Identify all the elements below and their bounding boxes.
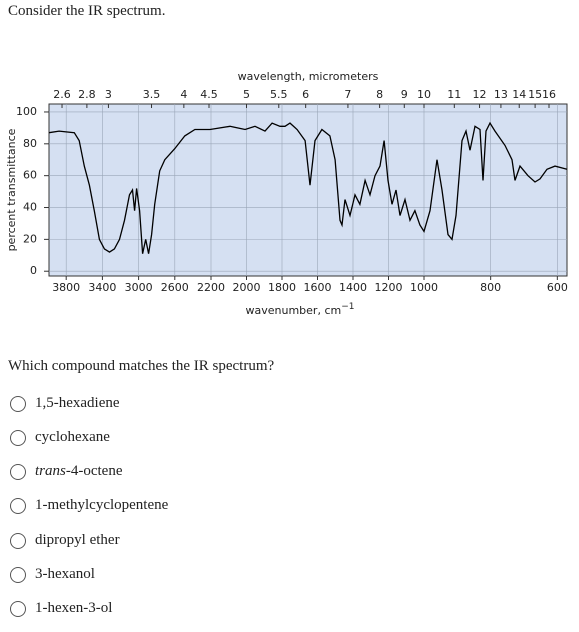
option-text: -4-octene xyxy=(65,463,123,479)
x-tick-label: 1800 xyxy=(268,281,296,294)
x2-tick-label: 3.5 xyxy=(143,88,161,101)
radio-button[interactable] xyxy=(10,600,26,617)
x-tick-label: 3400 xyxy=(88,281,116,294)
option: 3-hexanol xyxy=(10,566,95,583)
x2-tick-label: 5.5 xyxy=(270,88,288,101)
option-label[interactable]: 3-hexanol xyxy=(35,566,95,582)
radio-button[interactable] xyxy=(10,532,26,549)
spectrum-line xyxy=(48,121,568,254)
x-tick-label: 1400 xyxy=(339,281,367,294)
x-tick-label: 3000 xyxy=(125,281,153,294)
x-axis-label-sup: −1 xyxy=(341,302,354,312)
x2-tick-label: 2.6 xyxy=(53,88,71,101)
x2-tick-label: 4 xyxy=(180,88,187,101)
y-axis-label: percent transmittance xyxy=(5,128,18,251)
x2-tick-label: 5 xyxy=(243,88,250,101)
y-tick-label: 80 xyxy=(23,137,37,150)
option-label[interactable]: trans-4-octene xyxy=(35,463,122,480)
option: 1-methylcyclopentene xyxy=(10,497,168,514)
radio-button[interactable] xyxy=(10,429,26,446)
x2-tick-label: 3 xyxy=(105,88,112,101)
x-tick-label: 800 xyxy=(480,281,501,294)
plot-background xyxy=(48,103,568,277)
option-label[interactable]: cyclohexane xyxy=(35,429,110,445)
option-label[interactable]: 1-hexen-3-ol xyxy=(35,600,113,616)
y-tick-label: 20 xyxy=(23,232,37,245)
x-tick-label: 600 xyxy=(547,281,568,294)
option-label[interactable]: 1-methylcyclopentene xyxy=(35,497,169,513)
x-tick-label: 2600 xyxy=(161,281,189,294)
x2-tick-label: 8 xyxy=(376,88,383,101)
y-tick-label: 100 xyxy=(16,105,37,118)
x2-tick-label: 12 xyxy=(473,88,487,101)
x2-tick-label: 7 xyxy=(344,88,351,101)
x2-tick-label: 4.5 xyxy=(200,88,218,101)
x-axis-label-text: wavenumber, cm xyxy=(246,304,342,317)
x2-tick-label: 16 xyxy=(542,88,556,101)
x-axis-label: wavenumber, cm−1 xyxy=(246,302,355,318)
y-tick-label: 0 xyxy=(30,264,37,277)
option-italic: trans xyxy=(35,463,66,479)
option: trans-4-octene xyxy=(10,463,122,480)
radio-button[interactable] xyxy=(10,497,26,514)
x2-tick-label: 10 xyxy=(417,88,431,101)
prompt: Consider the IR spectrum. xyxy=(8,3,166,19)
option: 1,5-hexadiene xyxy=(10,395,120,412)
radio-button[interactable] xyxy=(10,463,26,480)
x-tick-label: 2200 xyxy=(197,281,225,294)
option-label[interactable]: 1,5-hexadiene xyxy=(35,395,120,411)
question: Which compound matches the IR spectrum? xyxy=(8,358,275,374)
y-tick-label: 60 xyxy=(23,169,37,182)
x2-tick-label: 15 xyxy=(528,88,542,101)
y-tick-label: 40 xyxy=(23,201,37,214)
option: cyclohexane xyxy=(10,429,110,446)
option: dipropyl ether xyxy=(10,532,120,549)
x2-tick-label: 14 xyxy=(512,88,526,101)
x-tick-label: 3800 xyxy=(52,281,80,294)
x-tick-label: 2000 xyxy=(233,281,261,294)
radio-button[interactable] xyxy=(10,395,26,412)
x2-tick-label: 2.8 xyxy=(78,88,96,101)
option: 1-hexen-3-ol xyxy=(10,600,112,617)
x2-tick-label: 13 xyxy=(494,88,508,101)
x-tick-label: 1200 xyxy=(375,281,403,294)
x-tick-label: 1000 xyxy=(410,281,438,294)
x2-tick-label: 9 xyxy=(401,88,408,101)
x2-tick-label: 6 xyxy=(302,88,309,101)
option-label[interactable]: dipropyl ether xyxy=(35,532,120,548)
x2-tick-label: 11 xyxy=(447,88,461,101)
radio-button[interactable] xyxy=(10,566,26,583)
x2-axis-label: wavelength, micrometers xyxy=(238,70,379,83)
x-tick-label: 1600 xyxy=(304,281,332,294)
